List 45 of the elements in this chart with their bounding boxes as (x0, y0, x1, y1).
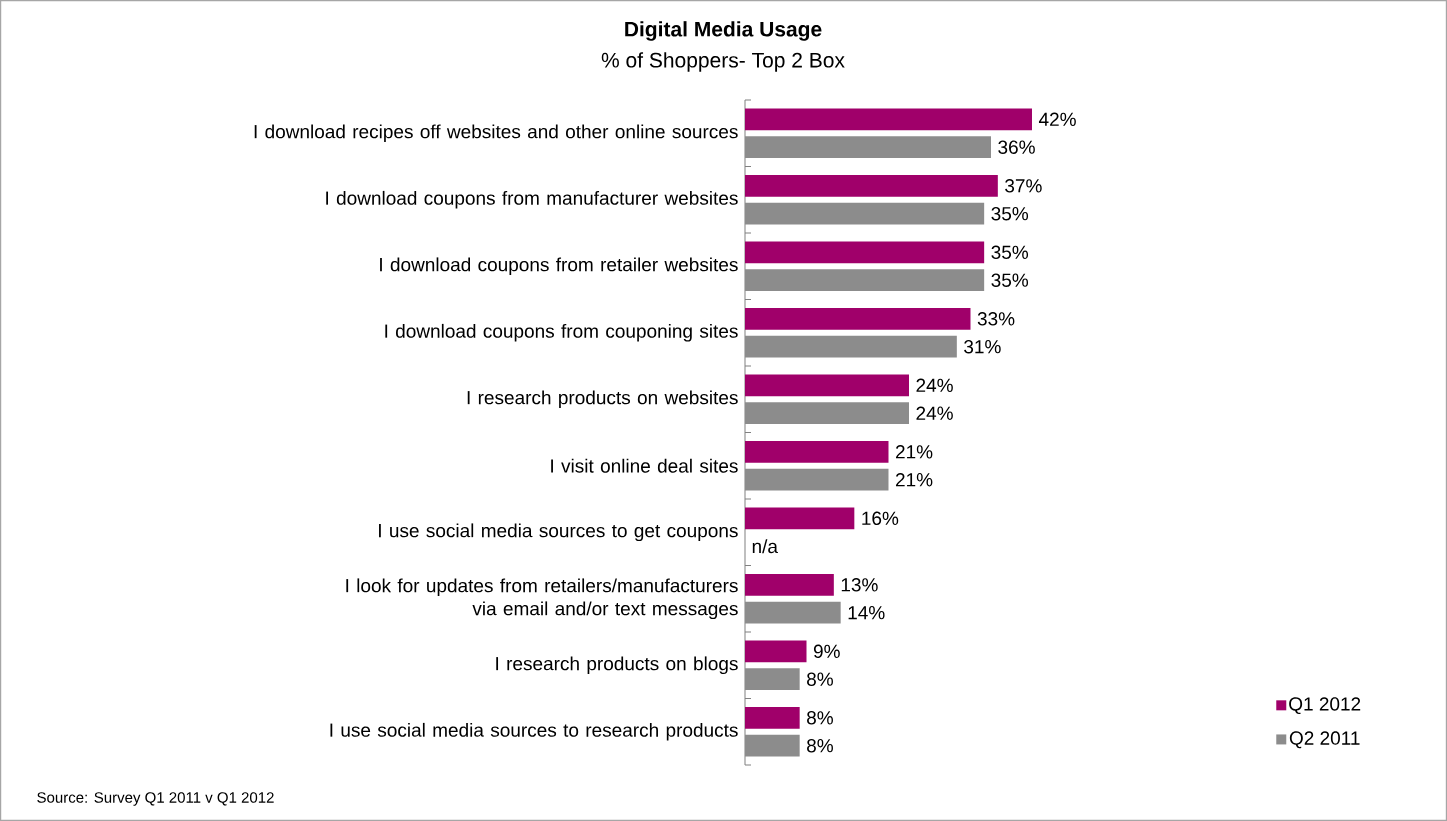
data-label: 42% (1038, 112, 1076, 126)
text: n/a (752, 539, 778, 554)
bar (745, 507, 855, 530)
bar (745, 174, 998, 197)
legend-label: Q1 2012 (1289, 697, 1361, 715)
data-label: 36% (998, 140, 1035, 154)
y-tick-label: I download recipes off websites and other online sources (254, 124, 738, 143)
bar (745, 440, 889, 463)
bar (745, 573, 834, 596)
data-label: 24% (916, 406, 953, 420)
chart-subtitle: % of Shoppers- Top 2 Box (601, 52, 845, 72)
data-label: 8% (807, 672, 833, 686)
y-tick-label: I use social media sources to research products (330, 722, 738, 741)
legend-label: Q2 2011 (1289, 731, 1360, 749)
data-label: 21% (895, 473, 933, 487)
bar (745, 706, 800, 729)
data-label: 31% (964, 339, 1001, 354)
bar (745, 640, 807, 663)
data-label: 33% (977, 312, 1015, 326)
data-label: 37% (1005, 179, 1042, 193)
data-label: 21% (895, 445, 933, 459)
data-label: 8% (807, 738, 833, 753)
y-tick-label: I download coupons from retailer websites (380, 257, 738, 276)
data-label: 9% (813, 644, 840, 659)
data-label: 35% (991, 273, 1029, 287)
y-tick-label: I download coupons from couponing sites (385, 323, 738, 342)
data-label: 14% (848, 606, 885, 620)
y-tick-label: I research products on blogs (496, 656, 738, 675)
data-label: 13% (841, 578, 878, 592)
bar (745, 374, 909, 397)
data-label: 16% (862, 511, 899, 526)
data-label: 35% (991, 245, 1029, 260)
y-tick-label: I download coupons from manufacturer websites (326, 190, 738, 209)
chart-title: Digital Media Usage (625, 21, 822, 41)
y-tick-label: I visit online deal sites (551, 458, 738, 473)
bar (745, 307, 971, 330)
bar (745, 241, 985, 264)
bar (745, 108, 1032, 131)
y-tick-label: I look for updates from retailers/manufacturers via email and/or text messages (346, 578, 738, 620)
data-label: 24% (916, 378, 953, 392)
y-tick-label: I use social media sources to get coupons (379, 523, 738, 542)
source-note: Source: Survey Q1 2011 v Q1 2012 (37, 792, 274, 806)
data-label: 35% (991, 206, 1029, 221)
y-tick-label: I research products on websites (467, 390, 738, 409)
data-label: 8% (807, 711, 833, 725)
